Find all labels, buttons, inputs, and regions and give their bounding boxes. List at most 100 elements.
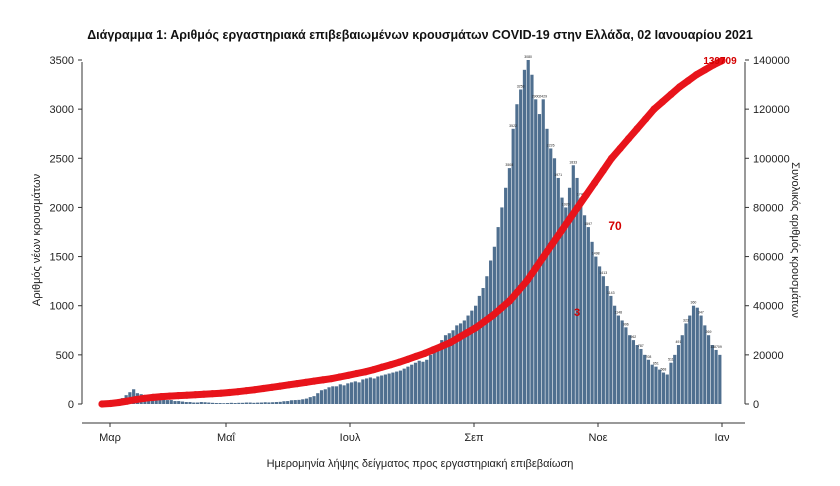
cumulative-point: [251, 386, 259, 394]
cumulative-point: [506, 297, 514, 305]
bar: [350, 382, 354, 404]
bar: [203, 402, 207, 404]
bar-label: 1148: [615, 311, 623, 315]
y-tick-label: 3500: [50, 55, 74, 67]
bar: [169, 400, 173, 404]
bar-label: 1413: [599, 271, 607, 275]
bar-label: 962: [630, 335, 636, 339]
cumulative-point: [531, 265, 539, 273]
bar: [496, 227, 500, 404]
y-tick-label: 3000: [50, 104, 74, 116]
cumulative-point: [608, 154, 616, 162]
cumulative-point: [650, 105, 658, 113]
bar: [507, 168, 512, 404]
bar: [229, 402, 233, 404]
bar-label: 1742: [577, 193, 585, 197]
cumulative-point: [684, 77, 692, 85]
cumulative-point: [667, 90, 675, 98]
cumulative-point: [395, 358, 403, 366]
cumulative-point: [455, 334, 463, 342]
bar-label: 491: [675, 340, 681, 344]
cumulative-point: [98, 400, 106, 408]
y2-tick-label: 60000: [753, 252, 784, 264]
bar: [214, 403, 218, 404]
y2-axis-label: Συνολικός αριθμός κρουσμάτων: [789, 162, 801, 318]
bar: [586, 227, 590, 404]
bar: [556, 177, 560, 404]
bar: [410, 364, 414, 404]
bar-label: 651: [653, 362, 659, 366]
bar: [413, 362, 418, 404]
bar: [481, 288, 485, 404]
bar: [691, 305, 696, 404]
cumulative-point: [548, 240, 556, 248]
bar: [579, 197, 583, 404]
bar: [552, 158, 557, 404]
y2-tick-label: 140000: [753, 55, 790, 67]
bar: [665, 374, 669, 404]
y2-tick-label: 20000: [753, 350, 784, 362]
bar: [601, 276, 605, 404]
bar: [545, 128, 549, 405]
bar: [549, 148, 553, 404]
bar: [609, 295, 613, 404]
x-tick-label: Μαΐ: [217, 432, 236, 444]
bar: [582, 215, 587, 404]
cumulative-point: [701, 66, 709, 74]
bar-label: 1143: [607, 291, 615, 295]
cumulative-point: [387, 361, 395, 369]
cumulative-point: [344, 371, 352, 379]
bar: [631, 340, 636, 404]
cumulative-point: [642, 115, 650, 123]
cumulative-point: [336, 373, 344, 381]
x-tick-label: Νοε: [589, 432, 608, 444]
bar: [252, 402, 256, 404]
cumulative-point: [327, 375, 335, 383]
bar: [613, 305, 617, 404]
bar: [519, 89, 523, 405]
bar: [560, 197, 564, 404]
annotations-group: 139709 70 3: [574, 56, 737, 319]
cumulative-point: [497, 304, 505, 312]
bar: [654, 366, 658, 404]
bar: [643, 354, 647, 404]
cumulative-point: [378, 363, 386, 371]
bar: [436, 345, 440, 404]
cumulative-point: [446, 339, 454, 347]
cumulative-point: [174, 392, 182, 400]
cumulative-point: [709, 61, 718, 69]
bar: [650, 364, 654, 404]
bar: [571, 165, 575, 404]
axes-group: 0 500 1000 1500 2000 2500 3000 3500 0 20000 40000 6…: [50, 55, 790, 444]
bar: [383, 374, 388, 404]
y-axis-label: Αριθμός νέων κρουσμάτων: [31, 173, 43, 306]
bar: [173, 401, 177, 404]
x-tick-label: Μαρ: [99, 432, 121, 444]
bar-label: 138709: [710, 345, 722, 349]
x-axis-label: Ημερομηνία λήψης δείγματος προς εργαστηρ…: [267, 458, 574, 470]
bar: [455, 325, 459, 404]
bar-label: 3508: [505, 163, 513, 167]
cumulative-point: [310, 377, 318, 385]
bar: [304, 398, 309, 404]
bar: [199, 402, 203, 404]
bar: [165, 400, 170, 404]
bar: [195, 402, 200, 404]
bar: [312, 396, 316, 404]
bar-label: 323: [683, 318, 689, 322]
bar: [387, 373, 391, 404]
bar: [282, 401, 286, 404]
cumulative-point: [480, 318, 488, 326]
cumulative-point: [438, 342, 446, 350]
bar: [248, 402, 252, 404]
bar: [477, 295, 481, 404]
cumulative-point: [514, 287, 522, 295]
cumulative-point: [217, 389, 225, 397]
chart-title: Διάγραμμα 1: Αριθμός εργαστηριακά επιβεβ…: [87, 28, 753, 42]
bar: [210, 402, 215, 404]
bar: [391, 372, 395, 404]
cumulative-point: [574, 203, 582, 211]
bar: [695, 307, 699, 404]
bar-label: 2900: [532, 94, 540, 98]
cumulative-point: [404, 355, 412, 363]
